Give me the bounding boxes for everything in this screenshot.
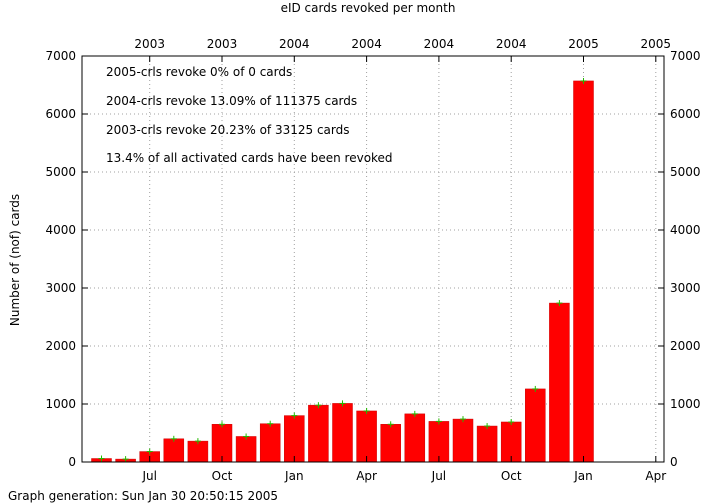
y-tick-label-right: 5000 [670, 165, 701, 179]
y-tick-label-right: 7000 [670, 49, 701, 63]
y-tick-label-right: 1000 [670, 397, 701, 411]
annotation-text: 2003-crls revoke 20.23% of 33125 cards [106, 123, 350, 137]
bar [549, 302, 570, 463]
x-tick-label-month: Jul [431, 469, 446, 483]
x-tick-label-month: Jul [141, 469, 156, 483]
bar [163, 438, 185, 463]
x-tick-label-year: 2004 [424, 37, 455, 51]
bar [259, 423, 281, 463]
y-tick-label-right: 3000 [670, 281, 701, 295]
bar [428, 421, 450, 463]
annotations: 2005-crls revoke 0% of 0 cards 2004-crls … [106, 65, 393, 165]
bar [356, 410, 377, 463]
bar [284, 415, 305, 463]
y-tick-label-left: 7000 [45, 49, 76, 63]
annotation-text: 2004-crls revoke 13.09% of 111375 cards [106, 94, 357, 108]
bar [308, 404, 329, 463]
x-tick-label-year: 2003 [134, 37, 165, 51]
y-tick-label-right: 2000 [670, 339, 701, 353]
y-tick-label-left: 2000 [45, 339, 76, 353]
x-tick-label-year: 2003 [207, 37, 238, 51]
x-tick-label-month: Jan [284, 469, 304, 483]
x-tick-label-year: 2004 [496, 37, 527, 51]
bar [476, 425, 498, 463]
y-tick-label-left: 5000 [45, 165, 76, 179]
x-tick-label-year: 2005 [641, 37, 672, 51]
x-tick-label-month: Oct [212, 469, 233, 483]
bar [452, 418, 474, 463]
x-tick-label-year: 2004 [351, 37, 382, 51]
y-tick-label-left: 4000 [45, 223, 76, 237]
annotation-text: 13.4% of all activated cards have been r… [106, 151, 393, 165]
x-tick-label-month: Apr [645, 469, 666, 483]
x-tick-label-month: Jan [573, 469, 593, 483]
plot-frame [81, 55, 665, 463]
bar [500, 421, 522, 463]
bar [332, 403, 353, 463]
x-tick-label-month: Oct [501, 469, 522, 483]
y-axis-label: Number of (nof) cards [8, 194, 22, 326]
annotation-text: 2005-crls revoke 0% of 0 cards [106, 65, 292, 79]
bars [91, 77, 594, 463]
footer-text: Graph generation: Sun Jan 30 20:50:15 20… [8, 489, 278, 503]
bar [235, 436, 257, 463]
bar [187, 440, 209, 463]
y-tick-label-left: 0 [68, 455, 76, 469]
y-tick-label-left: 6000 [45, 107, 76, 121]
y-tick-label-right: 6000 [670, 107, 701, 121]
bar [404, 413, 426, 463]
y-tick-label-left: 3000 [45, 281, 76, 295]
axis-ticks: 0 0 1000 1000 2000 2000 3000 3000 4000 4000 5000 50… [45, 37, 700, 483]
y-tick-label-right: 0 [670, 455, 678, 469]
x-tick-label-month: Apr [356, 469, 377, 483]
chart-title: eID cards revoked per month [281, 1, 456, 15]
x-tick-label-year: 2004 [279, 37, 310, 51]
y-tick-label-left: 1000 [45, 397, 76, 411]
y-tick-label-right: 4000 [670, 223, 701, 237]
bar [380, 424, 401, 463]
x-tick-label-year: 2005 [568, 37, 599, 51]
bar [573, 80, 594, 463]
bar [525, 388, 546, 463]
